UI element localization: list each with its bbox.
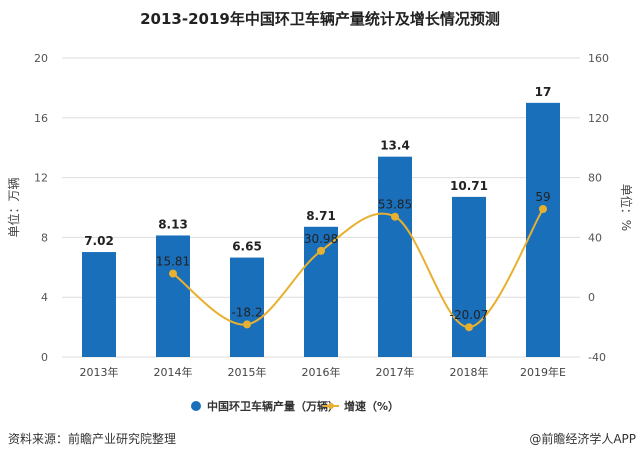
x-tick-label: 2016年: [302, 365, 341, 379]
legend-line-dot: [328, 403, 334, 409]
line-data-label: -20.07: [450, 308, 489, 322]
y2-axis-label: 单位：%: [619, 184, 634, 231]
y-axis-label: 单位：万辆: [6, 177, 21, 237]
y-tick-label: 16: [34, 112, 48, 125]
y2-tick-label: 160: [588, 52, 609, 65]
y2-tick-label: 80: [588, 172, 602, 185]
line-data-label: 30.98: [304, 232, 338, 246]
bar: [230, 257, 264, 357]
y-tick-label: 12: [34, 172, 48, 185]
chart-title: 2013-2019年中国环卫车辆产量统计及增长情况预测: [140, 10, 500, 28]
line-data-label: 53.85: [378, 198, 412, 212]
y2-tick-label: 120: [588, 112, 609, 125]
line-point: [465, 323, 473, 332]
legend-line-label: 增速（%）: [344, 399, 399, 413]
x-tick-label: 2018年: [450, 365, 489, 379]
y2-tick-label: 0: [588, 291, 595, 304]
y2-tick-label: 40: [588, 231, 602, 244]
line-point: [317, 246, 325, 255]
line-point: [539, 204, 547, 213]
bar-data-label: 8.13: [158, 217, 188, 231]
x-tick-label: 2017年: [376, 365, 415, 379]
line-data-label: -18.2: [231, 305, 262, 319]
x-tick-label: 2013年: [80, 365, 119, 379]
x-tick-label: 2014年: [154, 365, 193, 379]
bar-data-label: 7.02: [84, 234, 114, 248]
x-tick-label: 2019年E: [520, 365, 566, 379]
bar-data-label: 13.4: [380, 139, 410, 153]
bar-data-label: 17: [535, 85, 552, 99]
line-point: [169, 269, 177, 278]
bar-data-label: 8.71: [306, 209, 336, 223]
line-data-label: 15.81: [156, 255, 190, 269]
bar: [378, 156, 412, 357]
y2-tick-label: -40: [588, 351, 606, 364]
bar-data-label: 10.71: [450, 179, 488, 193]
bar-data-label: 6.65: [232, 240, 262, 254]
line-point: [243, 320, 251, 329]
bar: [452, 196, 486, 357]
line-data-label: 59: [535, 190, 550, 204]
y-tick-label: 4: [41, 291, 48, 304]
bar: [304, 226, 338, 357]
credit-note: @前瞻经济学人APP: [529, 432, 636, 446]
y-tick-label: 8: [41, 231, 48, 244]
legend-bar-label: 中国环卫车辆产量（万辆）: [207, 399, 339, 413]
bar: [82, 252, 116, 357]
line-point: [391, 212, 399, 221]
bar: [156, 235, 190, 357]
y-tick-label: 20: [34, 52, 48, 65]
y-tick-label: 0: [41, 351, 48, 364]
legend-bar-marker: [191, 401, 201, 411]
x-tick-label: 2015年: [228, 365, 267, 379]
source-note: 资料来源：前瞻产业研究院整理: [8, 432, 177, 446]
bar: [526, 102, 560, 357]
